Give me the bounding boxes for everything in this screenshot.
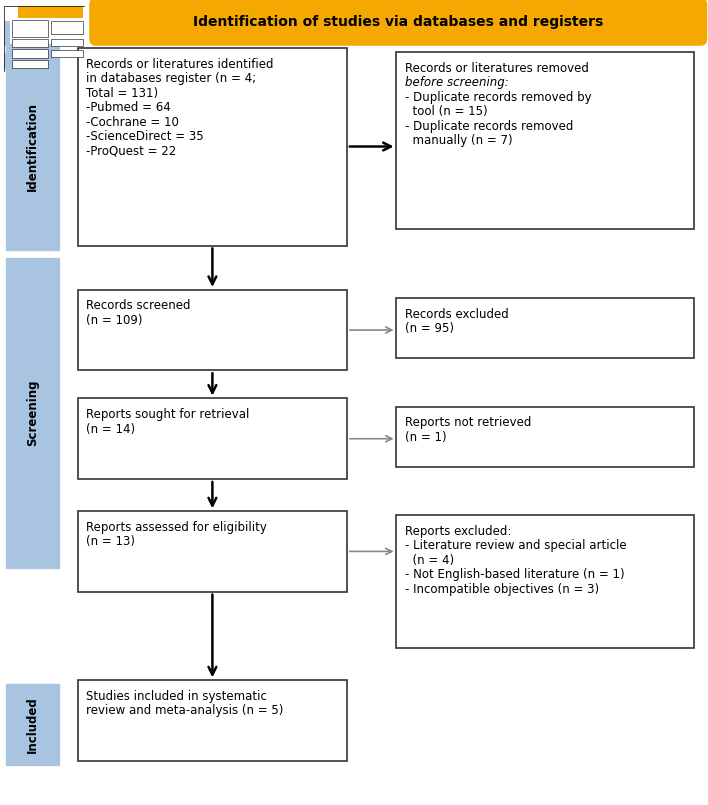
FancyBboxPatch shape — [4, 52, 10, 69]
FancyBboxPatch shape — [396, 407, 694, 467]
Text: manually (n = 7): manually (n = 7) — [405, 134, 513, 147]
Text: Included: Included — [25, 696, 39, 753]
Text: (n = 1): (n = 1) — [405, 431, 447, 444]
Text: - Duplicate records removed by: - Duplicate records removed by — [405, 91, 592, 104]
Text: - Not English-based literature (n = 1): - Not English-based literature (n = 1) — [405, 568, 624, 581]
FancyBboxPatch shape — [78, 398, 347, 479]
Text: Records or literatures identified: Records or literatures identified — [86, 58, 274, 71]
Text: - Incompatible objectives (n = 3): - Incompatible objectives (n = 3) — [405, 583, 599, 596]
Text: Identification: Identification — [25, 102, 39, 192]
FancyBboxPatch shape — [12, 39, 47, 47]
FancyBboxPatch shape — [12, 19, 47, 37]
FancyBboxPatch shape — [12, 60, 47, 68]
Text: Reports sought for retrieval: Reports sought for retrieval — [86, 408, 250, 421]
FancyBboxPatch shape — [396, 52, 694, 229]
FancyBboxPatch shape — [78, 48, 347, 246]
Text: -Cochrane = 10: -Cochrane = 10 — [86, 116, 179, 129]
FancyBboxPatch shape — [78, 290, 347, 370]
FancyBboxPatch shape — [6, 684, 59, 765]
FancyBboxPatch shape — [6, 44, 59, 250]
Text: (n = 13): (n = 13) — [86, 535, 135, 548]
FancyBboxPatch shape — [4, 21, 10, 46]
Text: tool (n = 15): tool (n = 15) — [405, 105, 488, 118]
Text: - Literature review and special article: - Literature review and special article — [405, 539, 627, 552]
Text: (n = 95): (n = 95) — [405, 322, 454, 335]
Text: (n = 4): (n = 4) — [405, 554, 454, 567]
FancyBboxPatch shape — [51, 50, 84, 56]
Text: before screening:: before screening: — [405, 76, 509, 89]
FancyBboxPatch shape — [396, 298, 694, 358]
Text: Screening: Screening — [25, 379, 39, 446]
Text: Studies included in systematic: Studies included in systematic — [86, 690, 267, 703]
Text: (n = 109): (n = 109) — [86, 314, 143, 327]
Text: Records excluded: Records excluded — [405, 308, 509, 320]
FancyBboxPatch shape — [90, 0, 707, 45]
Text: -ScienceDirect = 35: -ScienceDirect = 35 — [86, 130, 204, 143]
Text: Reports excluded:: Reports excluded: — [405, 525, 511, 538]
Text: Total = 131): Total = 131) — [86, 87, 159, 100]
FancyBboxPatch shape — [396, 515, 694, 648]
FancyBboxPatch shape — [78, 511, 347, 592]
Text: -Pubmed = 64: -Pubmed = 64 — [86, 101, 171, 114]
Text: - Duplicate records removed: - Duplicate records removed — [405, 120, 573, 133]
FancyBboxPatch shape — [51, 21, 84, 34]
Text: Reports assessed for eligibility: Reports assessed for eligibility — [86, 521, 267, 534]
Text: Identification of studies via databases and registers: Identification of studies via databases … — [193, 14, 603, 29]
FancyBboxPatch shape — [12, 49, 47, 58]
FancyBboxPatch shape — [78, 680, 347, 761]
Text: in databases register (n = 4;: in databases register (n = 4; — [86, 72, 256, 85]
Text: (n = 14): (n = 14) — [86, 423, 135, 436]
Text: Reports not retrieved: Reports not retrieved — [405, 416, 531, 429]
Text: -ProQuest = 22: -ProQuest = 22 — [86, 145, 176, 158]
Text: review and meta-analysis (n = 5): review and meta-analysis (n = 5) — [86, 704, 284, 717]
Text: Records or literatures removed: Records or literatures removed — [405, 62, 589, 75]
FancyBboxPatch shape — [51, 39, 84, 46]
FancyBboxPatch shape — [18, 6, 84, 19]
FancyBboxPatch shape — [6, 258, 59, 568]
Text: Records screened: Records screened — [86, 299, 191, 312]
